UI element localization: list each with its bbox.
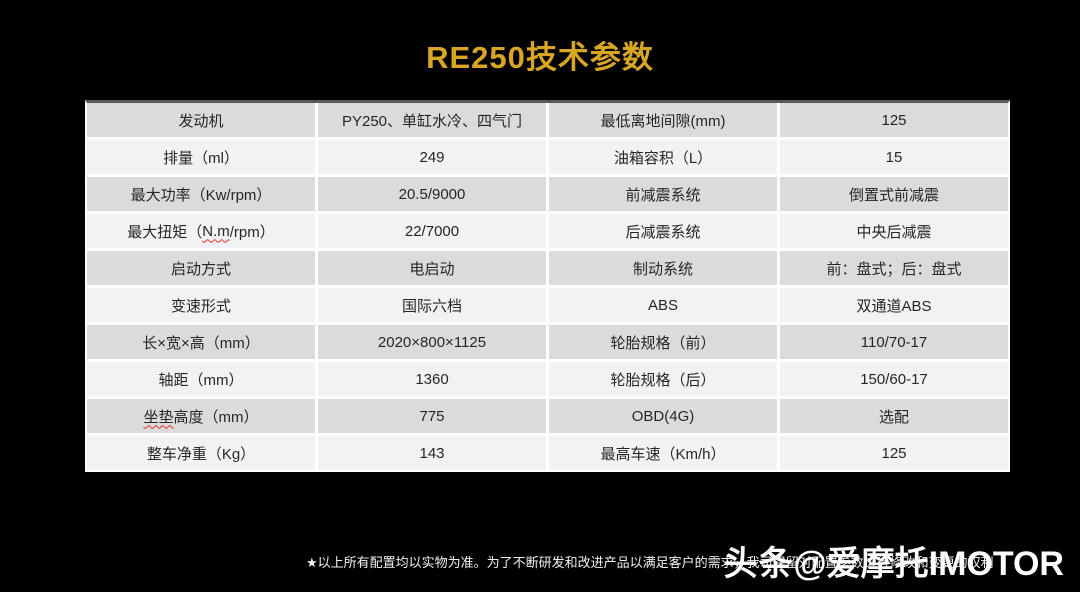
spec-label-text: 高度（mm） [173,408,259,426]
table-row: 最大扭矩（ N.m/rpm） 22/7000 后减震系统 中央后减震 [87,214,1008,248]
spec-value-cell: 2020×800×1125 [318,325,546,359]
spec-label-cell: 排量（ml） [87,140,315,174]
spec-label-text: /rpm） [229,223,275,241]
spec-value-cell: 110/70-17 [780,325,1008,359]
spec-label-cell: 制动系统 [549,251,777,285]
spec-label-cell: 前减震系统 [549,177,777,211]
spec-value-cell: 775 [318,399,546,433]
spec-value-cell: 15 [780,140,1008,174]
spec-value-cell: 国际六档 [318,288,546,322]
table-row: 整车净重（Kg） 143 最高车速（Km/h） 125 [87,436,1008,470]
spec-value-cell: 249 [318,140,546,174]
table-row: 最大功率（Kw/rpm） 20.5/9000 前减震系统 倒置式前减震 [87,177,1008,211]
spec-value-cell: PY250、单缸水冷、四气门 [318,103,546,137]
spec-label-cell: 油箱容积（L） [549,140,777,174]
spec-label-cell: 发动机 [87,103,315,137]
spec-value-cell: 前：盘式；后：盘式 [780,251,1008,285]
spec-label-cell: 整车净重（Kg） [87,436,315,470]
spec-label-cell: 启动方式 [87,251,315,285]
spec-value-cell: 150/60-17 [780,362,1008,396]
spec-label-cell: 变速形式 [87,288,315,322]
spec-label-cell: 轴距（mm） [87,362,315,396]
spec-value-cell: 22/7000 [318,214,546,248]
spec-label-cell: 最大功率（Kw/rpm） [87,177,315,211]
watermark-handle: @爱摩托IMOTOR [793,545,1064,583]
spec-label-cell: 坐垫 高度（mm） [87,399,315,433]
table-row: 坐垫 高度（mm） 775 OBD(4G) 选配 [87,399,1008,433]
spec-label-cell: 最低离地间隙(mm) [549,103,777,137]
page-title: RE250技术参数 [426,40,654,75]
spec-label-cell: 轮胎规格（前） [549,325,777,359]
spec-label-cell: 最高车速（Km/h） [549,436,777,470]
toutiao-logo: 头条 [723,545,794,583]
disclaimer-footnote: ★以上所有配置均以实物为准。为了不断研发和改进产品以满足客户的需求，我司保留对配… [306,555,994,570]
spec-value-cell: 1360 [318,362,546,396]
spellcheck-underlined-text: N.m [202,222,230,240]
spec-value-cell: 选配 [780,399,1008,433]
spec-value-cell: 20.5/9000 [318,177,546,211]
spec-label-cell: 长×宽×高（mm） [87,325,315,359]
spec-table: 发动机 PY250、单缸水冷、四气门 最低离地间隙(mm) 125 排量（ml）… [85,100,1010,472]
toutiao-watermark: 头条@爱摩托IMOTOR [723,536,1064,585]
spec-value-cell: 中央后减震 [780,214,1008,248]
spec-value-cell: 电启动 [318,251,546,285]
table-row: 排量（ml） 249 油箱容积（L） 15 [87,140,1008,174]
spec-label-text: 最大扭矩（ [127,223,203,241]
table-row: 长×宽×高（mm） 2020×800×1125 轮胎规格（前） 110/70-1… [87,325,1008,359]
spellcheck-underlined-text: 坐垫 [143,408,174,426]
spec-label-cell: 后减震系统 [549,214,777,248]
spec-value-cell: 倒置式前减震 [780,177,1008,211]
spec-label-cell: ABS [549,288,777,322]
spec-value-cell: 143 [318,436,546,470]
table-row: 发动机 PY250、单缸水冷、四气门 最低离地间隙(mm) 125 [87,103,1008,137]
spec-value-cell: 双通道ABS [780,288,1008,322]
table-row: 变速形式 国际六档 ABS 双通道ABS [87,288,1008,322]
table-row: 启动方式 电启动 制动系统 前：盘式；后：盘式 [87,251,1008,285]
spec-value-cell: 125 [780,103,1008,137]
spec-label-cell: 最大扭矩（ N.m/rpm） [87,214,315,248]
spec-value-cell: 125 [780,436,1008,470]
spec-label-cell: 轮胎规格（后） [549,362,777,396]
spec-label-cell: OBD(4G) [549,399,777,433]
table-row: 轴距（mm） 1360 轮胎规格（后） 150/60-17 [87,362,1008,396]
